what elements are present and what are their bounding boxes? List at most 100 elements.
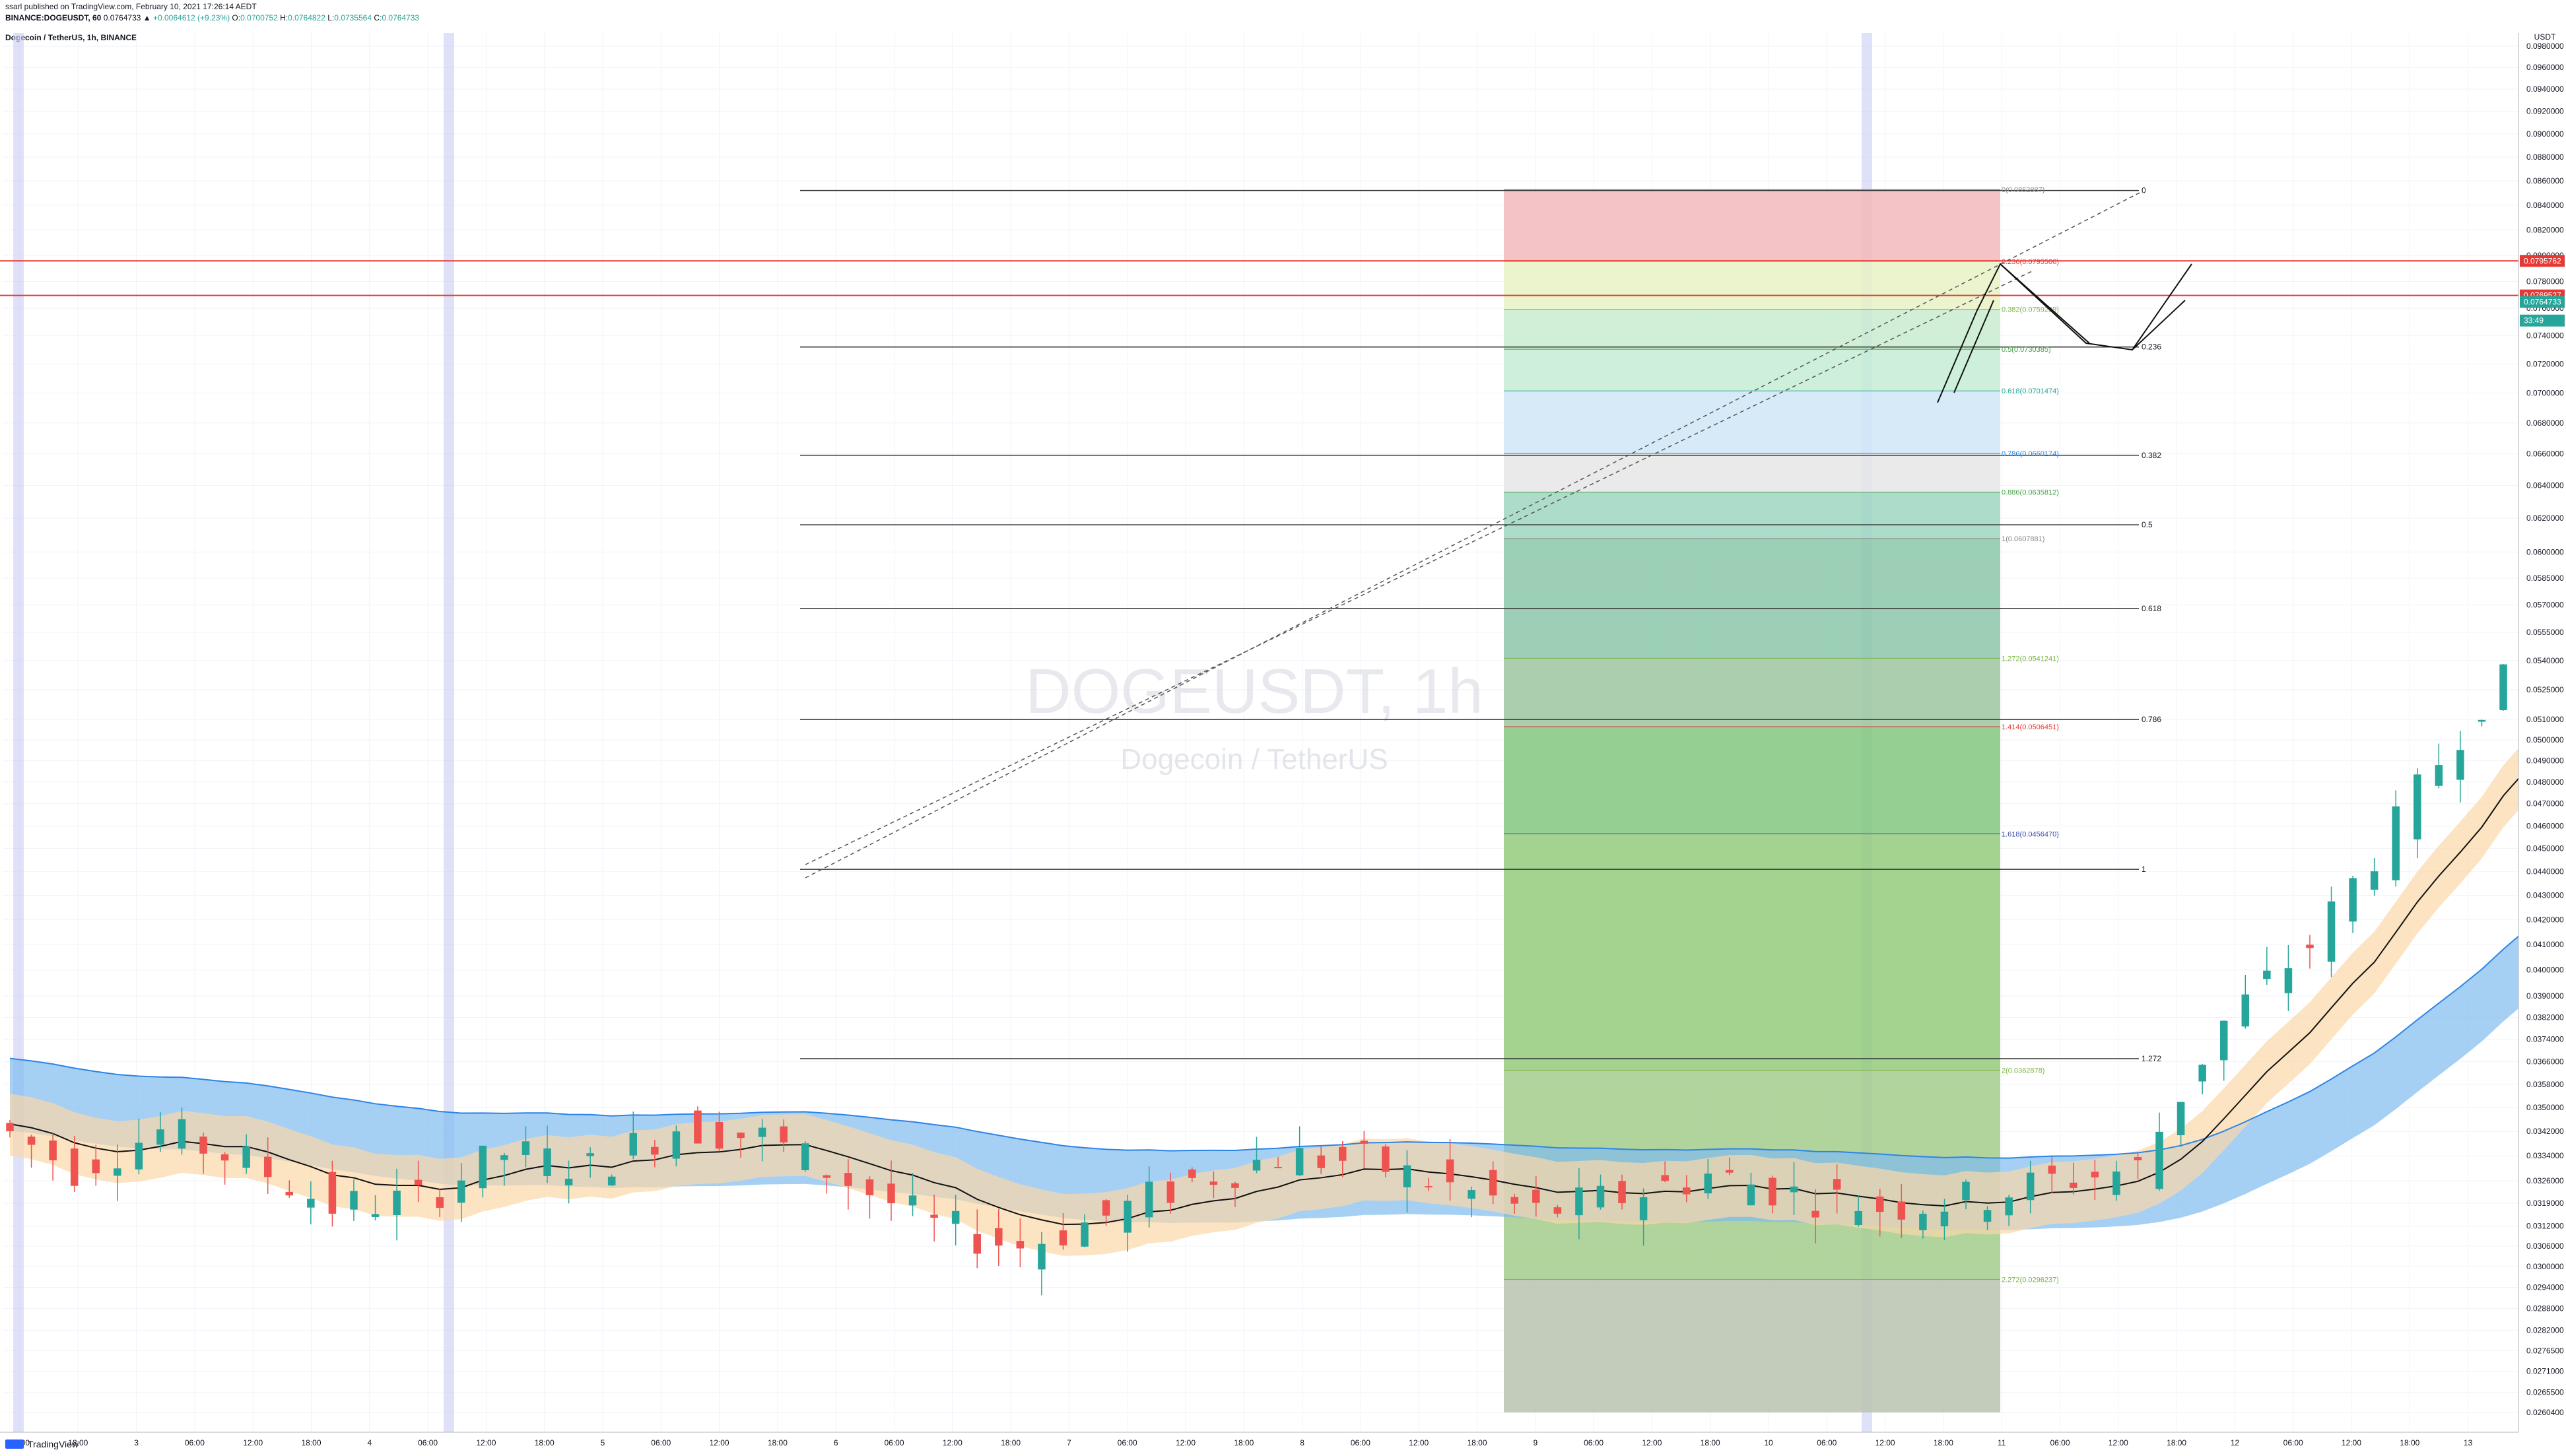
price-change: +0.0064612 (+9.23%) (152, 13, 230, 22)
fib-zone (1504, 261, 2000, 310)
time-tick-label: 12:00 (1409, 1438, 1429, 1447)
candle-body (2070, 1182, 2077, 1188)
candle-body (199, 1137, 207, 1154)
price-tick-label: 0.0660000 (2526, 449, 2564, 458)
time-tick-label: 06:00 (1817, 1438, 1837, 1447)
time-tick-label: 7 (1067, 1438, 1071, 1447)
candle-body (543, 1148, 551, 1176)
fib-levels: 0 0.236 0.382 0.5 0.618 0.786 1 1.272 0(0.085288… (0, 186, 2518, 1284)
candle-body (2005, 1197, 2013, 1216)
price-marker-label: 33:49 (2524, 316, 2544, 325)
time-tick-label: 12:00 (1642, 1438, 1662, 1447)
price-axis-unit: USDT (2534, 32, 2556, 42)
candle-body (2219, 1020, 2228, 1061)
time-tick-label: 06:00 (2283, 1438, 2303, 1447)
candle-body (1295, 1148, 1304, 1175)
fib-zone (1504, 453, 2000, 492)
candle-body (2177, 1102, 2185, 1135)
candle-body (1940, 1211, 1949, 1226)
retracement-label: 1.618(0.0456470) (2002, 830, 2059, 838)
candle-body (1575, 1187, 1583, 1216)
time-axis[interactable]: 12:00 18:00 3 06:00 12:00 18:00 4 06:00 12:00 18:… (0, 1432, 2518, 1447)
price-marker-bg (2520, 296, 2565, 308)
price-tick-label: 0.0390000 (2526, 991, 2564, 1001)
price-tick-label: 0.0420000 (2526, 915, 2564, 924)
close-value: 0.0764733 (382, 13, 420, 22)
extension-label: 1 (2142, 865, 2146, 874)
high-value: 0.0764822 (288, 13, 325, 22)
retracement-label: 0.786(0.0660174) (2002, 450, 2059, 458)
price-tick-label: 0.0540000 (2526, 656, 2564, 665)
candle-body (758, 1127, 766, 1137)
candle-body (1382, 1146, 1390, 1172)
candle-body (2349, 878, 2357, 922)
extension-label: 1.272 (2142, 1054, 2161, 1063)
candle-body (1682, 1187, 1691, 1195)
candle-body (1639, 1197, 1648, 1220)
candle-body (371, 1214, 380, 1217)
time-tick-label: 9 (1533, 1438, 1537, 1447)
footer-brand-label: TradingView (28, 1439, 79, 1449)
candle-body (930, 1214, 938, 1218)
candle-body (1897, 1201, 1906, 1220)
candle-body (607, 1176, 616, 1186)
retracement-label: 1(0.0607881) (2002, 535, 2044, 543)
candle-body (263, 1156, 272, 1177)
candle-body (1704, 1174, 1712, 1194)
price-tick-label: 0.0410000 (2526, 940, 2564, 949)
candle-body (1360, 1141, 1368, 1144)
candle-body (1274, 1167, 1282, 1169)
candle-body (2414, 774, 2421, 840)
candle-body (2435, 765, 2443, 786)
candle-body (1468, 1190, 1475, 1199)
watermark-symbol: DOGEUSDT, 1h (1025, 656, 1483, 727)
candle-body (2284, 968, 2293, 993)
candle-body (436, 1197, 444, 1208)
candle-body (586, 1153, 594, 1156)
candle-body (135, 1142, 143, 1170)
candle-body (156, 1129, 164, 1145)
candle-body (1102, 1200, 1110, 1216)
time-tick-label: 11 (1998, 1438, 2006, 1447)
price-tick-label: 0.0306000 (2526, 1241, 2564, 1251)
time-tick-label: 18:00 (535, 1438, 555, 1447)
price-tick-label: 0.0940000 (2526, 84, 2564, 94)
candle-body (995, 1228, 1003, 1246)
price-tick-label: 0.0500000 (2526, 735, 2564, 745)
candle-body (285, 1191, 294, 1196)
price-axis-bg (2518, 0, 2566, 1456)
candle-body (1747, 1184, 1755, 1206)
time-tick-label: 5 (601, 1438, 605, 1447)
fast-ema-line (9, 729, 2566, 1226)
candle-body (2499, 664, 2507, 710)
candle-body (2263, 970, 2271, 979)
candle-body (1231, 1183, 1239, 1188)
candle-body (2456, 750, 2464, 780)
candle-body (114, 1168, 121, 1176)
candle-body (973, 1234, 981, 1254)
price-tick-label: 0.0585000 (2526, 574, 2564, 583)
price-tick-label: 0.0400000 (2526, 966, 2564, 975)
candle-body (500, 1155, 508, 1160)
slow-ema-ribbon (10, 896, 2566, 1231)
price-tick-label: 0.0840000 (2526, 201, 2564, 210)
retracement-label: 0.886(0.0635812) (2002, 489, 2059, 497)
price-tick-label: 0.0342000 (2526, 1127, 2564, 1136)
candle-body (2112, 1171, 2120, 1195)
time-tick-label: 12:00 (476, 1438, 496, 1447)
extension-label: 0.618 (2142, 604, 2161, 613)
retracement-label: 0(0.0852887) (2002, 186, 2044, 194)
slow-ema-line (9, 896, 2566, 1159)
fib-zone (1504, 658, 2000, 727)
candle-body (1425, 1186, 1433, 1188)
time-tick-label: 18:00 (2400, 1438, 2419, 1447)
candle-body (629, 1133, 638, 1156)
candle-body (887, 1183, 895, 1204)
retracement-label: 0.618(0.0701474) (2002, 387, 2059, 395)
extension-label: 0 (2142, 186, 2146, 195)
drawings (805, 191, 2192, 878)
candle-body (1532, 1189, 1540, 1203)
candle-body (1510, 1197, 1518, 1204)
